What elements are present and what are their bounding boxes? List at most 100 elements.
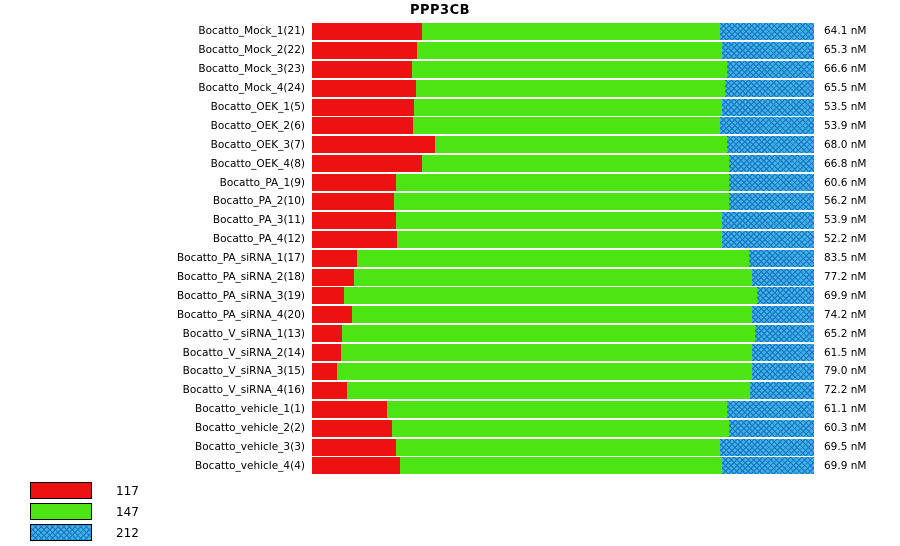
bar-segment-117	[312, 419, 392, 437]
bar-segment-147	[347, 381, 750, 399]
legend-swatch-117	[30, 482, 92, 499]
row-value: 61.5 nM	[824, 346, 867, 359]
stacked-bar	[312, 438, 814, 456]
stacked-bar	[312, 98, 814, 116]
bar-segment-212	[722, 457, 814, 475]
chart-rows: Bocatto_Mock_1(21) 64.1 nM Bocatto_Mock_…	[0, 22, 900, 475]
bar-segment-147	[344, 287, 757, 305]
bar-segment-117	[312, 98, 414, 116]
row-value: 66.6 nM	[824, 63, 867, 76]
row-label: Bocatto_Mock_2(22)	[198, 44, 305, 57]
chart-row: Bocatto_PA_siRNA_1(17) 83.5 nM	[0, 249, 900, 268]
stacked-bar	[312, 41, 814, 59]
bar-segment-212	[725, 79, 814, 97]
bar-segment-212	[754, 325, 814, 343]
bar-segment-117	[312, 362, 338, 380]
bar-segment-212	[729, 192, 814, 210]
bar-segment-212	[727, 400, 814, 418]
row-label: Bocatto_V_siRNA_1(13)	[182, 327, 305, 340]
bar-segment-212	[722, 41, 814, 59]
bar-segment-212	[727, 136, 814, 154]
stacked-bar	[312, 211, 814, 229]
bar-segment-147	[386, 400, 728, 418]
bar-segment-147	[415, 79, 726, 97]
chart-title: PPP3CB	[409, 3, 471, 18]
bar-segment-147	[421, 155, 730, 173]
chart-row: Bocatto_PA_siRNA_3(19) 69.9 nM	[0, 286, 900, 305]
stacked-bar	[312, 155, 814, 173]
legend-item-212: 212	[30, 522, 139, 543]
chart-row: Bocatto_vehicle_3(3) 69.5 nM	[0, 438, 900, 457]
stacked-bar	[312, 381, 814, 399]
bar-segment-212	[720, 117, 814, 135]
row-label: Bocatto_OEK_3(7)	[210, 138, 305, 151]
chart-row: Bocatto_Mock_3(23) 66.6 nM	[0, 60, 900, 79]
bar-segment-117	[312, 400, 387, 418]
bar-segment-212	[751, 362, 814, 380]
bar-segment-117	[312, 457, 400, 475]
bar-segment-117	[312, 117, 413, 135]
chart-row: Bocatto_OEK_2(6) 53.9 nM	[0, 116, 900, 135]
row-label: Bocatto_PA_2(10)	[212, 195, 305, 208]
chart-row: Bocatto_V_siRNA_4(16) 72.2 nM	[0, 381, 900, 400]
bar-segment-212	[729, 155, 814, 173]
chart-row: Bocatto_V_siRNA_1(13) 65.2 nM	[0, 324, 900, 343]
row-value: 72.2 nM	[824, 384, 867, 397]
stacked-bar	[312, 249, 814, 267]
bar-segment-117	[312, 325, 343, 343]
chart-row: Bocatto_PA_4(12) 52.2 nM	[0, 230, 900, 249]
stacked-bar	[312, 419, 814, 437]
bar-segment-147	[399, 457, 723, 475]
legend-item-147: 147	[30, 501, 139, 522]
chart-row: Bocatto_OEK_1(5) 53.5 nM	[0, 98, 900, 117]
row-value: 65.5 nM	[824, 82, 867, 95]
bar-segment-117	[312, 230, 397, 248]
bar-segment-117	[312, 192, 394, 210]
bar-segment-212	[720, 438, 814, 456]
row-value: 56.2 nM	[824, 195, 867, 208]
stacked-bar	[312, 400, 814, 418]
chart-row: Bocatto_vehicle_1(1) 61.1 nM	[0, 400, 900, 419]
bar-segment-212	[729, 174, 814, 192]
row-value: 66.8 nM	[824, 157, 867, 170]
bar-segment-117	[312, 22, 422, 40]
bar-segment-117	[312, 155, 422, 173]
stacked-bar	[312, 136, 814, 154]
bar-segment-117	[312, 381, 348, 399]
row-label: Bocatto_OEK_1(5)	[210, 101, 305, 113]
bar-segment-117	[312, 174, 396, 192]
stacked-bar	[312, 344, 814, 362]
row-value: 52.2 nM	[824, 233, 867, 246]
bar-segment-147	[416, 41, 723, 59]
stacked-bar	[312, 79, 814, 97]
bar-segment-212	[729, 419, 814, 437]
row-label: Bocatto_Mock_3(23)	[198, 63, 305, 76]
chart-row: Bocatto_OEK_3(7) 68.0 nM	[0, 135, 900, 154]
bar-segment-212	[751, 306, 814, 324]
bar-segment-147	[391, 419, 730, 437]
bar-segment-117	[312, 268, 355, 286]
row-label: Bocatto_Mock_4(24)	[198, 82, 305, 95]
row-label: Bocatto_Mock_1(21)	[198, 25, 305, 38]
row-value: 53.9 nM	[824, 214, 867, 227]
bar-segment-212	[756, 287, 814, 305]
row-value: 64.1 nM	[824, 25, 867, 38]
bar-segment-147	[395, 174, 730, 192]
bar-segment-147	[412, 117, 721, 135]
bar-segment-212	[720, 22, 814, 40]
bar-segment-117	[312, 306, 353, 324]
legend-label-147: 147	[116, 504, 139, 519]
bar-segment-212	[722, 230, 814, 248]
stacked-bar	[312, 192, 814, 210]
row-value: 68.0 nM	[824, 138, 867, 151]
row-label: Bocatto_PA_1(9)	[219, 176, 305, 189]
bar-segment-147	[395, 438, 721, 456]
bar-segment-117	[312, 249, 358, 267]
bar-segment-147	[352, 306, 752, 324]
chart-row: Bocatto_V_siRNA_2(14) 61.5 nM	[0, 343, 900, 362]
bar-segment-212	[722, 98, 814, 116]
row-label: Bocatto_V_siRNA_2(14)	[182, 346, 305, 359]
row-value: 69.9 nM	[824, 289, 867, 302]
bar-segment-212	[751, 344, 814, 362]
bar-segment-147	[434, 136, 728, 154]
